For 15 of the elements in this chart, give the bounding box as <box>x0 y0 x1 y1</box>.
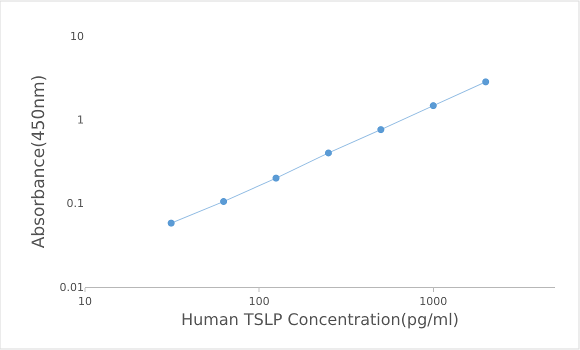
x-tick-label: 1000 <box>419 295 448 308</box>
point <box>168 220 175 227</box>
point <box>430 102 437 110</box>
x-tick-label: 100 <box>248 295 270 308</box>
y-tick-label: 1 <box>77 114 84 127</box>
point <box>482 78 490 86</box>
y-axis-title: Absorbance(450nm) <box>29 74 50 248</box>
y-tick-label: 0.1 <box>66 197 84 210</box>
point <box>324 149 332 156</box>
point <box>220 198 228 206</box>
x-axis-title: Human TSLP Concentration(pg/ml) <box>181 310 459 329</box>
point <box>272 174 280 182</box>
y-tick-label: 0.01 <box>60 280 84 294</box>
y-tick-label: 10 <box>70 30 84 43</box>
point <box>377 126 384 134</box>
